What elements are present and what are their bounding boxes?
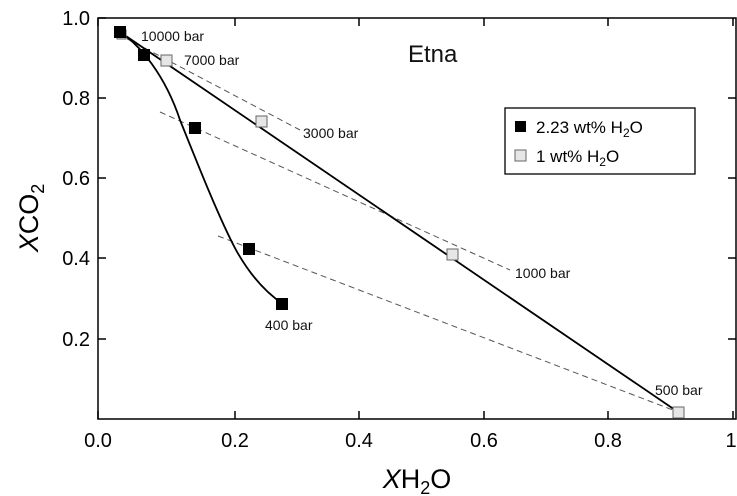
open-square-marker: [446, 248, 459, 261]
isobar-400: [217, 235, 679, 413]
isobar-1000: [159, 111, 511, 271]
y-tick-label: 0.6: [62, 168, 90, 190]
legend-item-1wt: 1 wt% H2O: [536, 147, 619, 169]
y-axis-title: XCO2: [14, 184, 48, 254]
label-3000-bar: 3000 bar: [303, 125, 359, 141]
filled-square-marker: [138, 49, 150, 61]
label-7000-bar: 7000 bar: [184, 52, 240, 68]
filled-square-marker: [276, 298, 288, 310]
x-tick-label: 1: [725, 430, 736, 452]
y-tick-label: 1.0: [62, 8, 90, 30]
label-400-bar: 400 bar: [265, 317, 313, 333]
series-223wt-markers: [114, 26, 288, 310]
y-tick-label: 0.4: [62, 248, 90, 270]
x-axis-ticks: [97, 18, 734, 419]
legend-filled-square-icon: [515, 121, 526, 132]
legend: 2.23 wt% H2O 1 wt% H2O: [504, 107, 696, 175]
label-1000-bar: 1000 bar: [515, 265, 571, 281]
x-tick-label: 0.0: [84, 430, 112, 452]
label-10000-bar: 10000 bar: [141, 28, 204, 44]
series-1wt-line: [119, 31, 679, 413]
x-tick-label: 0.4: [345, 430, 373, 452]
x-tick-label: 0.8: [594, 430, 622, 452]
label-500-bar: 500 bar: [655, 382, 703, 398]
y-axis-ticks: [98, 17, 736, 340]
legend-item-223wt: 2.23 wt% H2O: [536, 118, 643, 140]
chart-title: Etna: [408, 41, 458, 68]
plot-frame: [97, 17, 737, 420]
legend-open-square-icon: [514, 149, 527, 162]
legend-box: [504, 107, 696, 175]
x-tick-labels: 0.0 0.2 0.4 0.6 0.8 1: [84, 430, 736, 452]
y-tick-label: 0.2: [62, 329, 90, 351]
filled-square-marker: [243, 243, 255, 255]
open-square-marker: [672, 406, 685, 419]
open-square-marker: [255, 115, 268, 128]
filled-square-marker: [189, 122, 201, 134]
x-axis-title: XH2O: [382, 464, 452, 496]
x-tick-label: 0.2: [221, 430, 249, 452]
open-square-marker: [160, 54, 173, 67]
y-tick-labels: 0.2 0.4 0.6 0.8 1.0: [62, 8, 90, 351]
x-tick-label: 0.6: [470, 430, 498, 452]
filled-square-marker: [114, 26, 126, 38]
y-tick-label: 0.8: [62, 88, 90, 110]
series-223wt-curve: [119, 31, 284, 305]
